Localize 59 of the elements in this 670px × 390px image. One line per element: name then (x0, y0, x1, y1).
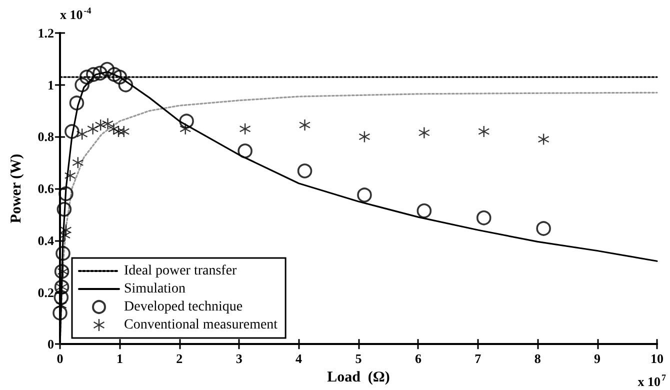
y-tick-label: 0.2 (38, 284, 54, 300)
legend-label: Conventional measurement (124, 318, 278, 332)
point (357, 188, 372, 202)
point (118, 126, 130, 138)
point (64, 124, 80, 139)
point (180, 123, 191, 134)
x-tick-label: 8 (534, 351, 542, 366)
point (238, 144, 252, 158)
point (179, 114, 194, 129)
point (418, 127, 430, 138)
point (76, 128, 88, 140)
point (299, 120, 310, 131)
x-axis-title: Load (Ω) (327, 370, 390, 386)
point (416, 203, 432, 218)
point (358, 131, 370, 142)
y-tick-label: 0 (48, 336, 54, 352)
x-tick-label: 9 (594, 351, 602, 366)
y-tick-label: 1.2 (38, 26, 54, 40)
x-tick-label: 6 (414, 351, 422, 366)
point (478, 126, 490, 138)
point (112, 70, 128, 84)
point (54, 264, 70, 279)
point (54, 290, 69, 305)
point (64, 170, 76, 182)
x-tick-label: 10 (650, 351, 664, 366)
y-tick-label: 0.4 (38, 232, 54, 248)
x-tick-label: 3 (236, 351, 243, 366)
point (58, 186, 74, 202)
point (102, 118, 114, 130)
legend-label: Ideal power transfer (124, 264, 238, 278)
legend-label: Simulation (124, 282, 186, 296)
point (74, 77, 90, 92)
point (536, 221, 551, 236)
point (538, 134, 550, 145)
x-tick-label: 5 (355, 351, 362, 366)
point (56, 246, 70, 261)
y-axis-title: Power (W) (8, 154, 24, 224)
legend-label: Developed technique (124, 300, 243, 314)
point (86, 67, 101, 82)
point (60, 224, 72, 236)
x-tick-label: 2 (176, 351, 183, 366)
x-tick-label: 7 (474, 351, 482, 366)
point (92, 66, 108, 81)
point (476, 210, 492, 226)
point (240, 123, 251, 134)
point (52, 306, 68, 320)
point (100, 62, 115, 77)
x-tick-label: 1 (116, 351, 123, 366)
point (79, 70, 94, 84)
point (297, 164, 312, 178)
point (56, 202, 72, 217)
point (118, 77, 134, 92)
point (69, 96, 84, 110)
y-tick-label: 1 (48, 77, 54, 92)
x-tick-label: 4 (296, 351, 303, 366)
y-tick-label: 0.8 (38, 129, 54, 144)
y-tick-label: 0.6 (38, 181, 54, 196)
point (72, 157, 84, 168)
point (106, 67, 122, 82)
